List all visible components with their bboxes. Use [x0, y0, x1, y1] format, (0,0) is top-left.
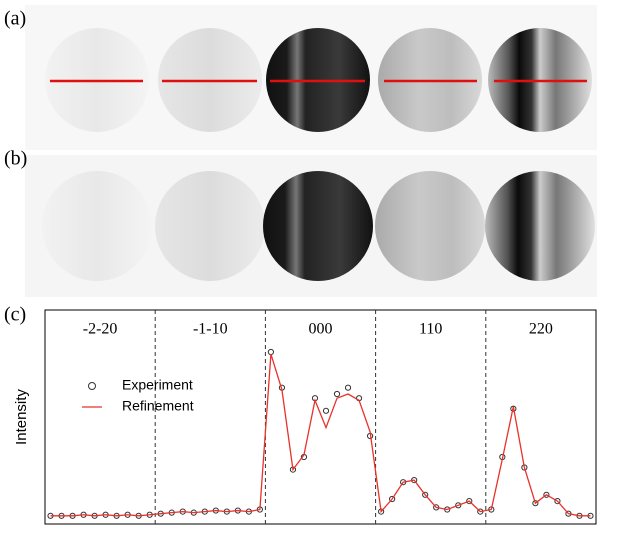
- segment-label: 220: [529, 321, 553, 338]
- panel-label: (a): [4, 8, 26, 30]
- y-axis-label: Intensity: [13, 389, 30, 445]
- segment-label: 110: [419, 321, 442, 338]
- pattern-disk: [485, 171, 595, 281]
- experiment-point: [466, 498, 473, 505]
- experiment-point: [532, 500, 539, 507]
- pattern-disk: [375, 171, 485, 281]
- pattern-disk: [155, 171, 265, 281]
- plot-frame: [44, 309, 597, 525]
- legend-swatch: [88, 382, 96, 390]
- legend-label: Refinement: [122, 398, 194, 414]
- experiment-point: [422, 491, 429, 498]
- pattern-disk: [42, 171, 152, 281]
- experiment-point: [267, 348, 275, 356]
- experiment-point: [344, 384, 352, 391]
- pattern-disk: [263, 171, 373, 281]
- refinement-line: [50, 353, 591, 517]
- panel-label: (c): [4, 304, 26, 326]
- experiment-point: [389, 495, 396, 503]
- experiment-point: [543, 491, 550, 498]
- segment-label: 000: [309, 321, 333, 338]
- segment-label: -1-10: [193, 321, 228, 338]
- experiment-point: [554, 498, 561, 505]
- experiment-point: [510, 405, 517, 412]
- image-row: [42, 171, 595, 281]
- experiment-point: [322, 407, 330, 414]
- segment-label: -2-20: [83, 321, 118, 338]
- experiment-point: [455, 502, 462, 509]
- plot: -2-20 -1-10 000 110 220 Experiment Refinement: [47, 310, 594, 524]
- legend-label: Experiment: [122, 377, 193, 393]
- panel-label: (b): [4, 148, 27, 170]
- experiment-point: [333, 390, 341, 398]
